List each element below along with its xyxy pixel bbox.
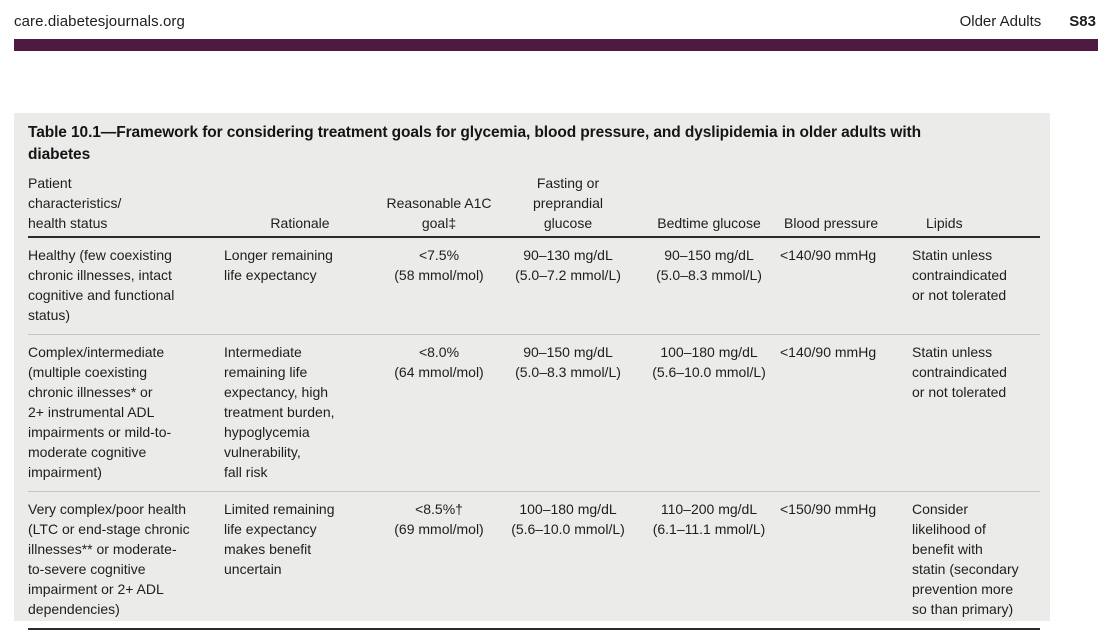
cell-lipids: Consider likelihood of benefit with stat… [912,501,1019,617]
section-title: Older Adults [959,13,1042,30]
cell-rationale: Longer remaining life expectancy [224,247,333,283]
cell-bedtime-glucose: 90–150 mg/dL (5.0–8.3 mmol/L) [656,247,762,283]
col-header-bedtime-glucose: Bedtime glucose [657,215,761,231]
cell-fasting-glucose: 90–130 mg/dL (5.0–7.2 mmol/L) [515,247,621,283]
running-head: care.diabetesjournals.org Older Adults S… [14,13,1096,30]
table-header-row: Patient characteristics/ health status R… [28,173,1040,238]
cell-bedtime-glucose: 100–180 mg/dL (5.6–10.0 mmol/L) [652,344,766,380]
table-grid: Patient characteristics/ health status R… [28,173,1040,630]
cell-blood-pressure: <140/90 mmHg [780,247,877,263]
col-header-rationale: Rationale [270,215,330,231]
cell-fasting-glucose: 100–180 mg/dL (5.6–10.0 mmol/L) [511,501,625,537]
cell-a1c-goal: <8.5%† (69 mmol/mol) [394,501,484,537]
cell-health-status: Healthy (few coexisting chronic illnesse… [28,247,175,323]
col-header-a1c-goal: Reasonable A1C goal‡ [386,195,492,231]
col-header-fasting-glucose: Fasting or preprandial glucose [532,175,604,231]
cell-bedtime-glucose: 110–200 mg/dL (6.1–11.1 mmol/L) [652,501,766,537]
accent-bar [14,39,1098,51]
treatment-goals-table: Table 10.1—Framework for considering tre… [14,113,1050,630]
cell-blood-pressure: <150/90 mmHg [780,501,877,517]
col-header-patient-characteristics: Patient characteristics/ health status [28,175,122,231]
cell-rationale: Intermediate remaining life expectancy, … [224,344,335,480]
cell-blood-pressure: <140/90 mmHg [780,344,877,360]
cell-lipids: Statin unless contraindicated or not tol… [912,247,1007,303]
col-header-blood-pressure: Blood pressure [784,215,879,231]
cell-fasting-glucose: 90–150 mg/dL (5.0–8.3 mmol/L) [515,344,621,380]
cell-a1c-goal: <7.5% (58 mmol/mol) [394,247,484,283]
table-row-healthy: Healthy (few coexisting chronic illnesse… [28,238,1040,334]
col-header-lipids: Lipids [926,215,963,231]
table-row-very-complex-poor-health: Very complex/poor health (LTC or end-sta… [28,491,1040,630]
table-title: Table 10.1—Framework for considering tre… [28,124,921,163]
cell-health-status: Complex/intermediate (multiple coexistin… [28,344,172,480]
journal-url[interactable]: care.diabetesjournals.org [14,13,185,30]
table-row-complex-intermediate: Complex/intermediate (multiple coexistin… [28,334,1040,491]
cell-lipids: Statin unless contraindicated or not tol… [912,344,1007,400]
cell-rationale: Limited remaining life expectancy makes … [224,501,335,577]
cell-a1c-goal: <8.0% (64 mmol/mol) [394,344,484,380]
cell-health-status: Very complex/poor health (LTC or end-sta… [28,501,190,617]
page-number: S83 [1069,13,1096,30]
